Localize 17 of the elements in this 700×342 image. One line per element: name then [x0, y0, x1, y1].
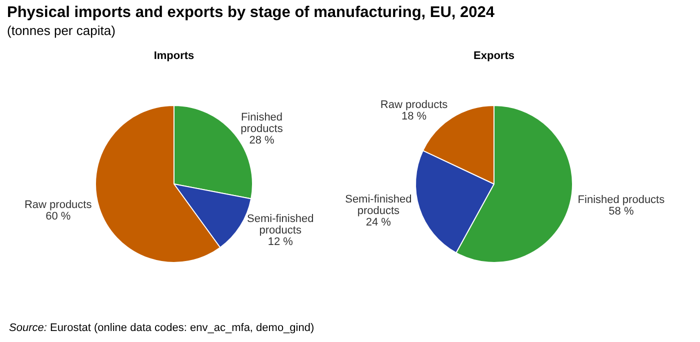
data-label: 60 %	[46, 210, 71, 223]
data-label: 18 %	[401, 110, 427, 123]
data-label: 28 %	[249, 134, 274, 146]
chart-title: Imports	[152, 50, 196, 62]
text: Physical imports and exports by stage of manufacturing, EU, 2024	[7, 4, 495, 22]
slice-label: Raw products	[380, 99, 448, 112]
data-label: 24 %	[366, 216, 392, 228]
slice-label: Finished products	[578, 194, 666, 206]
slice-label: Raw products	[24, 199, 92, 212]
slice-label: Finished products	[240, 111, 284, 135]
chart-title: Exports	[472, 50, 516, 62]
slice-label: Semi-finished products	[345, 193, 412, 217]
data-label: 58 %	[608, 205, 634, 218]
text: (tonnes per capita)	[7, 23, 116, 38]
data-label: 12 %	[268, 236, 294, 248]
source-note: Source: Eurostat (online data codes: env_ac_mfa, demo_gind)	[9, 322, 314, 334]
slice-label: Semi-finished products	[247, 212, 314, 236]
